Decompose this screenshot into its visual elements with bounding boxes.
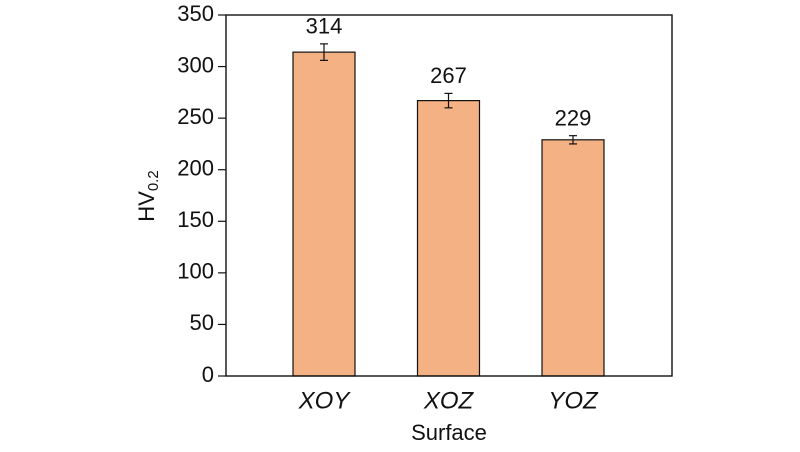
x-tick-label: XOZ — [423, 387, 475, 414]
y-label-main: HV — [134, 191, 159, 222]
y-tick-label: 300 — [177, 52, 214, 77]
bar — [292, 51, 356, 377]
y-tick-label: 0 — [202, 362, 214, 387]
y-tick-label: 200 — [177, 156, 214, 181]
y-tick-label: 350 — [177, 1, 214, 26]
y-axis-label: HV0.2 — [134, 170, 162, 221]
y-tick-label: 150 — [177, 207, 214, 232]
bar — [541, 139, 605, 377]
y-label-sub: 0.2 — [145, 170, 162, 191]
plot-frame — [225, 14, 673, 377]
error-bar — [320, 43, 328, 61]
y-tick-label: 250 — [177, 104, 214, 129]
error-bar — [444, 92, 453, 109]
x-axis-label: Surface — [411, 420, 487, 445]
x-tick-label: YOZ — [548, 387, 599, 414]
y-tick-label: 100 — [177, 259, 214, 284]
value-label: 267 — [430, 63, 467, 88]
error-bar — [569, 135, 577, 145]
y-tick-label: 50 — [190, 310, 214, 335]
x-tick-label: XOY — [298, 387, 352, 414]
value-label: 229 — [555, 105, 592, 130]
value-label: 314 — [306, 14, 343, 39]
bar — [416, 100, 481, 377]
